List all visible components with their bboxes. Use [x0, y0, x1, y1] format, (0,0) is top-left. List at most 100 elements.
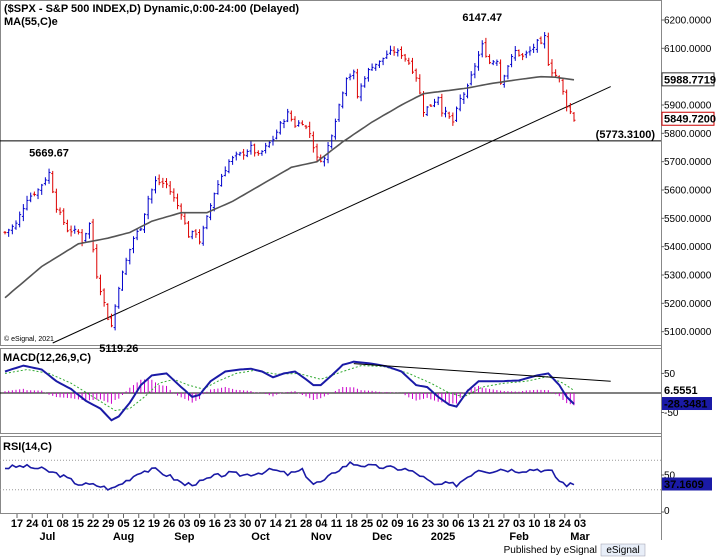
time-tick-label: 04: [315, 518, 328, 530]
candle: [513, 46, 517, 61]
candle: [425, 106, 429, 117]
candle: [473, 63, 477, 79]
candle: [65, 219, 69, 233]
candle: [348, 73, 352, 81]
candle: [40, 183, 44, 195]
price-annotation: 5119.26: [99, 343, 138, 355]
candle: [433, 98, 437, 108]
candle: [29, 192, 33, 203]
candle: [333, 118, 337, 140]
candle: [528, 46, 532, 56]
candle: [396, 48, 400, 57]
month-label: Dec: [372, 531, 392, 543]
time-tick-label: 03: [574, 518, 586, 530]
candle: [322, 156, 326, 167]
candle: [98, 274, 102, 296]
candle: [172, 188, 176, 202]
price-badge: 5849.7200: [661, 111, 716, 126]
candle: [62, 208, 66, 226]
candle: [168, 181, 172, 195]
candle: [267, 141, 271, 148]
time-tick-label: 18: [346, 518, 358, 530]
candle: [128, 248, 132, 265]
candle: [58, 207, 62, 216]
candle: [275, 129, 279, 140]
time-tick-label: 25: [361, 518, 373, 530]
candle: [539, 36, 543, 45]
month-label: 2025: [431, 531, 455, 543]
price-annotation: 5669.67: [29, 147, 69, 159]
candle: [76, 229, 80, 235]
candle: [521, 53, 525, 61]
price-tick-label: 5700.0000: [664, 157, 712, 168]
candle: [543, 32, 547, 49]
candle: [238, 151, 242, 157]
candle: [355, 68, 359, 99]
candle: [495, 59, 499, 66]
time-tick-label: 10: [528, 518, 540, 530]
candle: [264, 142, 268, 154]
chart-title: ($SPX - S&P 500 INDEX,D) Dynamic,0:00-24…: [4, 3, 299, 15]
time-tick-label: 23: [422, 518, 434, 530]
candle: [403, 53, 407, 62]
candle: [293, 116, 297, 128]
macd-badge: -28.3481: [662, 397, 712, 411]
candle: [150, 188, 154, 204]
rsi-badge-box: [662, 477, 712, 491]
candle: [440, 93, 444, 117]
time-tick-label: 28: [300, 518, 312, 530]
time-tick-label: 22: [87, 518, 99, 530]
price-pane: 5100.0000 5200.0000 5300.0000 5400.0000 5500…: [0, 3, 716, 355]
candle: [297, 120, 301, 127]
candle: [32, 191, 36, 197]
time-tick-label: 24: [26, 518, 39, 530]
candle: [176, 193, 180, 210]
price-badge-text: 5988.7719: [664, 74, 716, 86]
candle: [242, 148, 246, 160]
candle: [7, 228, 11, 237]
candle: [517, 49, 521, 57]
macd-trendline-stroke: [353, 363, 611, 382]
candle: [51, 170, 55, 194]
candle: [91, 218, 95, 253]
trendline: [52, 86, 611, 344]
candle: [102, 288, 106, 307]
candle: [190, 230, 194, 240]
price-tick-label: 5900.0000: [664, 101, 712, 112]
time-tick-label: 01: [41, 518, 53, 530]
time-tick-label: 03: [178, 518, 190, 530]
time-tick-label: 02: [376, 518, 388, 530]
time-tick-label: 30: [437, 518, 449, 530]
candle: [466, 83, 470, 99]
candle: [315, 143, 319, 162]
candle: [506, 65, 510, 80]
candle: [253, 143, 257, 157]
month-label: Feb: [509, 531, 529, 543]
month-label: Sep: [174, 531, 194, 543]
candle: [359, 83, 363, 102]
candle: [3, 230, 7, 235]
time-tick-label: 13: [467, 518, 479, 530]
candle: [73, 225, 77, 234]
candle: [95, 244, 99, 279]
candle: [201, 225, 205, 246]
candle: [131, 236, 135, 254]
candle: [14, 220, 18, 230]
esignal-logo: [600, 543, 646, 557]
price-tick-label: 5500.0000: [664, 214, 712, 225]
time-tick-label: 19: [148, 518, 160, 530]
time-tick-label: 11: [331, 518, 343, 530]
price-badge-box: [661, 72, 715, 87]
candle: [87, 222, 91, 239]
candle: [139, 227, 143, 232]
candle: [341, 91, 345, 109]
candle: [157, 174, 161, 186]
macd-histogram: [4, 379, 575, 406]
macd-pane: 50 -50 6.5551 -28.3481 MACD(12,26,9,C): [0, 352, 712, 422]
candle: [407, 57, 411, 65]
macd-tick-label: -50: [664, 408, 679, 419]
candle: [161, 177, 165, 188]
candle: [451, 112, 455, 126]
candle: [36, 188, 40, 200]
price-tick-label: 5300.0000: [664, 271, 712, 282]
